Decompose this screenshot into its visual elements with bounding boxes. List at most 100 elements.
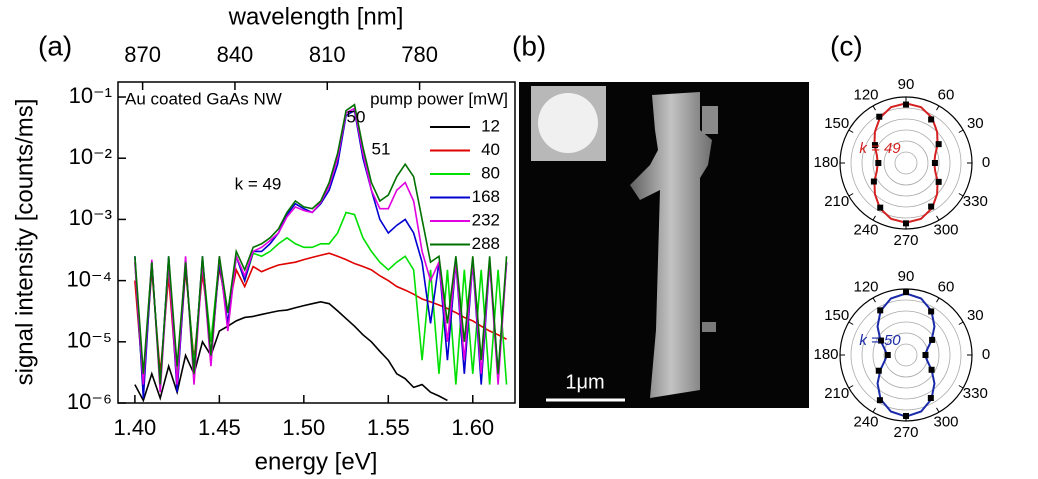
y-tick-label: 10⁻⁶ [67,389,112,414]
data-point [922,352,929,358]
data-point [903,289,909,296]
data-point [877,337,884,344]
polar-angle-tick [936,215,940,221]
data-point [875,160,882,166]
polar-angle-label: 30 [967,307,984,324]
x2-tick-label: 840 [217,42,254,67]
polar-angle-label: 240 [853,414,878,431]
data-point [870,178,877,185]
polar-angle-label: 150 [824,307,849,324]
polar-angle-label: 90 [898,268,915,285]
y-tick-label: 10⁻⁴ [66,266,112,291]
legend-title: pump power [mW] [370,89,508,108]
panel-label: (a) [38,30,72,61]
polar-angle-label: 300 [933,222,958,239]
x2-tick-label: 810 [309,42,346,67]
polar-angle-tick [848,385,854,389]
data-point [931,160,938,166]
polar-angle-tick [958,321,964,325]
polar-frame [839,96,973,230]
x-tick-label: 1.40 [113,415,156,440]
x2-axis-label: wavelength [nm] [228,3,404,30]
data-point [935,141,942,148]
polar-angle-tick [848,129,854,133]
polar-angle-tick [848,321,854,325]
polar-grid-ring [861,310,951,400]
polar-angle-label: 0 [982,346,990,363]
data-point [928,203,935,210]
polar-angle-tick [958,193,964,197]
data-point [875,367,882,374]
polar-angle-tick [872,215,876,221]
legend-label: 12 [481,116,500,135]
polar-angle-label: 330 [963,385,988,402]
legend-label: 232 [472,210,500,229]
polar-angle-label: 60 [938,278,955,295]
polar-angle-label: 240 [853,222,878,239]
x2-tick-label: 780 [401,42,438,67]
spectrum-line [134,103,508,385]
polar-grid-ring [850,299,962,411]
polar-angle-label: 330 [963,193,988,210]
annotation: 51 [372,139,391,158]
x-tick-label: 1.45 [198,415,241,440]
legend-label: 288 [472,234,500,253]
data-point [928,308,935,315]
plot-frame [117,81,516,404]
annotation: k = 50 [859,332,901,349]
annotation: 50 [347,107,366,126]
polar-angle-label: 270 [893,232,918,249]
scale-bar-label: 1μm [565,371,604,393]
legend-label: 40 [481,140,500,159]
polar-angle-label: 30 [967,115,984,132]
polar-grid-ring [894,151,918,175]
panel-label: (b) [512,30,546,61]
polar-angle-label: 270 [893,424,918,441]
data-point [928,366,935,373]
polar-grid-ring [850,107,962,219]
polar-angle-label: 210 [824,193,849,210]
polar-grid-ring [894,343,918,367]
polar-angle-tick [872,105,876,111]
legend-label: 168 [472,187,500,206]
plot-area [134,103,508,403]
polar-frame [839,288,973,422]
y-tick-label: 10⁻¹ [69,83,112,108]
data-point [876,397,883,404]
legend-label: 80 [481,163,500,182]
annotation: Au coated GaAs NW [125,89,282,108]
data-point [928,116,935,123]
polar-angle-tick [936,297,940,303]
polar-angle-tick [958,385,964,389]
data-point [929,336,936,343]
y-axis-label: signal intensity [counts/ms] [11,99,38,386]
spectrum-line [134,109,508,399]
x-tick-label: 1.60 [451,415,494,440]
polar-grid-ring [872,129,940,197]
sem-image [519,82,809,408]
polar-angle-tick [872,407,876,413]
data-point [877,204,884,211]
x-tick-label: 1.55 [367,415,410,440]
x2-tick-label: 870 [124,42,161,67]
data-point [927,395,934,402]
y-tick-label: 10⁻² [69,144,112,169]
y-tick-label: 10⁻³ [69,205,112,230]
data-point [935,178,942,185]
polar-angle-label: 0 [982,154,990,171]
polar-grid-ring [861,118,951,208]
x-axis-label: energy [eV] [255,448,378,475]
data-point [871,142,878,149]
polar-angle-label: 210 [824,385,849,402]
data-point [884,352,891,358]
polar-grid-ring [872,321,940,389]
polar-angle-tick [936,105,940,111]
polar-angle-label: 300 [933,414,958,431]
polar-grid-ring [883,140,929,186]
polar-angle-tick [872,297,876,303]
polar-angle-label: 90 [898,76,915,93]
polar-angle-label: 150 [824,115,849,132]
polar-angle-label: 60 [938,86,955,103]
polar-angle-tick [848,193,854,197]
